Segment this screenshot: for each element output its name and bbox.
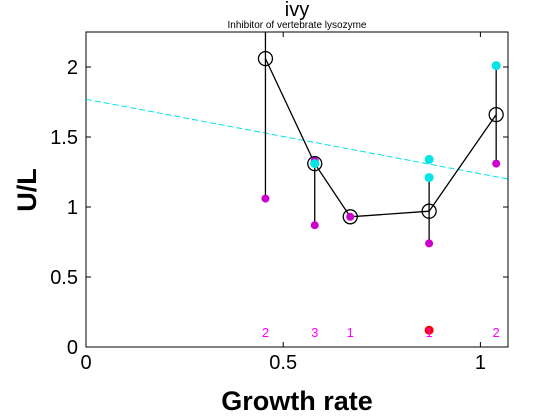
x-tick-label: 0.5: [269, 352, 297, 374]
high-point: [310, 159, 320, 169]
count-label: 2: [493, 325, 500, 340]
mean-marker: [342, 209, 358, 225]
y-tick-label: 0: [67, 337, 78, 359]
mean-marker: [488, 106, 504, 123]
count-label: 1: [426, 325, 433, 340]
y-axis-label: U/L: [12, 168, 42, 212]
y-tick-label: 1: [67, 197, 78, 219]
chart-title: ivy: [285, 0, 309, 21]
low-point: [310, 221, 319, 230]
high-point: [491, 61, 501, 71]
trend-line: [86, 98, 508, 180]
high-point: [424, 173, 434, 183]
count-label: 1: [347, 325, 354, 340]
count-label: 2: [262, 325, 269, 340]
x-tick-label: 0: [80, 352, 91, 374]
mean-marker: [257, 50, 274, 67]
x-axis-label: Growth rate: [221, 386, 373, 416]
chart-subtitle: Inhibitor of vertebrate lysozyme: [228, 20, 367, 31]
y-tick-label: 1.5: [50, 127, 78, 149]
mean-marker: [421, 203, 437, 219]
plot-frame: [85, 31, 509, 348]
low-point: [261, 194, 270, 203]
mean-line: [264, 58, 497, 218]
low-point: [425, 239, 434, 248]
x-tick-label: 1: [475, 352, 486, 374]
plot-area: 0 0.5 100.511.522 3 1 1 2: [50, 31, 509, 374]
y-tick-label: 0.5: [50, 267, 78, 289]
outlier-point: [424, 325, 434, 335]
high-point: [424, 154, 434, 164]
count-label: 3: [311, 325, 318, 340]
low-point: [492, 159, 501, 168]
low-point: [346, 212, 355, 221]
y-tick-label: 2: [67, 57, 78, 79]
mean-marker: [307, 155, 323, 172]
